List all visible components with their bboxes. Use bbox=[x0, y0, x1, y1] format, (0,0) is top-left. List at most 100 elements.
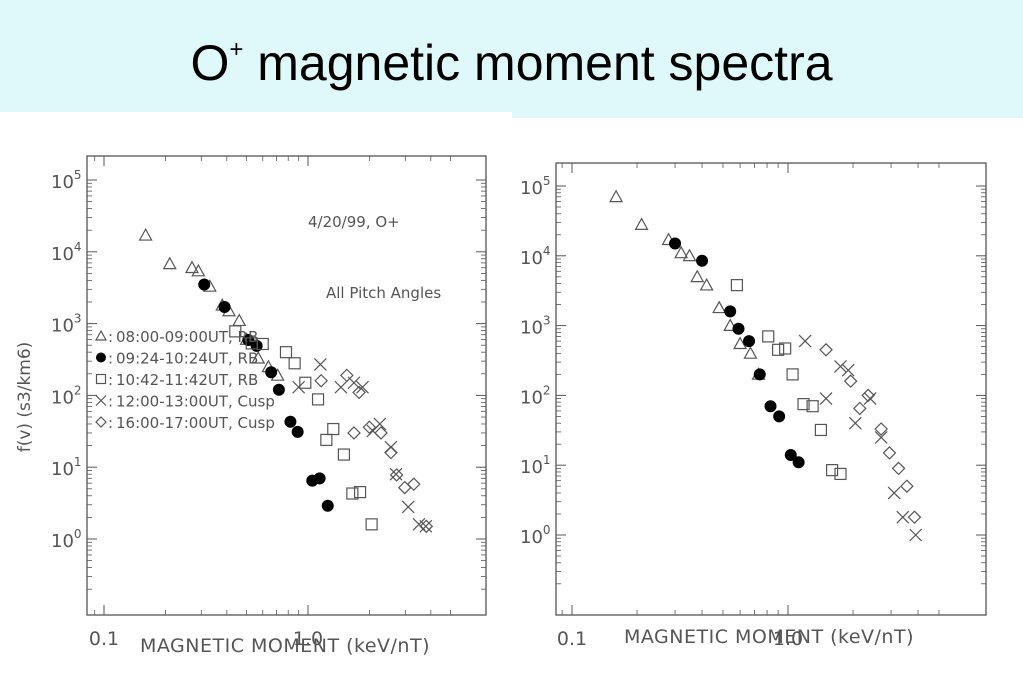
y-tick-label-base: 10 bbox=[51, 316, 74, 337]
legend-colon: : bbox=[108, 328, 113, 346]
diamond-marker bbox=[389, 468, 404, 482]
triangle-marker bbox=[682, 248, 697, 262]
diamond-marker bbox=[907, 510, 922, 525]
filled-circle-marker bbox=[753, 368, 766, 381]
filled-circle-marker bbox=[284, 415, 297, 428]
y-tick-label-exponent: 3 bbox=[543, 314, 551, 328]
x-axis-label: MAGNETIC MOMENT (keV/nT) bbox=[624, 626, 914, 648]
filled-circle-marker bbox=[732, 322, 745, 335]
filled-circle-marker bbox=[321, 499, 334, 512]
y-tick-label: 105 bbox=[520, 174, 551, 199]
filled-circle-marker bbox=[669, 237, 682, 250]
triangle-marker bbox=[674, 245, 689, 259]
triangle-marker bbox=[712, 300, 727, 314]
y-tick-label-exponent: 3 bbox=[74, 312, 82, 326]
y-tick-label: 104 bbox=[520, 244, 551, 269]
filled-circle-marker bbox=[784, 449, 797, 462]
diamond-marker bbox=[362, 420, 377, 435]
triangle-marker bbox=[733, 336, 748, 350]
square-marker bbox=[346, 487, 359, 500]
square-marker bbox=[327, 422, 340, 436]
x-marker bbox=[874, 430, 888, 444]
square-marker bbox=[320, 433, 333, 447]
y-tick-label-base: 10 bbox=[520, 527, 543, 548]
y-tick-label: 103 bbox=[520, 314, 551, 339]
diamond-marker bbox=[339, 368, 354, 383]
legend-colon: : bbox=[108, 371, 113, 389]
square-marker bbox=[337, 448, 351, 461]
legend-colon: : bbox=[108, 350, 113, 368]
x-marker bbox=[334, 380, 348, 394]
square-marker bbox=[814, 423, 827, 437]
square-marker bbox=[299, 376, 312, 389]
x-marker bbox=[887, 486, 901, 500]
x-tick-label: 0.1 bbox=[557, 628, 587, 650]
diamond-marker bbox=[852, 401, 867, 416]
diamond-marker bbox=[819, 342, 833, 357]
diamond-marker bbox=[843, 374, 858, 389]
filled-circle-marker bbox=[265, 366, 278, 379]
filled-circle-marker bbox=[96, 352, 106, 363]
triangle-marker bbox=[690, 269, 705, 283]
x-marker bbox=[909, 528, 923, 542]
filled-circle-marker bbox=[313, 472, 326, 485]
square-marker bbox=[353, 485, 367, 499]
y-tick-label-base: 10 bbox=[51, 459, 74, 480]
y-tick-label-base: 10 bbox=[51, 531, 74, 552]
filled-circle-marker bbox=[291, 425, 304, 438]
x-marker bbox=[373, 417, 387, 431]
square-marker bbox=[95, 373, 107, 385]
diamond-marker bbox=[384, 445, 398, 460]
y-tick-label: 100 bbox=[520, 523, 551, 548]
y-tick-label-base: 10 bbox=[520, 248, 543, 269]
x-marker bbox=[313, 358, 327, 371]
x-marker bbox=[292, 380, 306, 394]
square-marker bbox=[834, 467, 847, 481]
y-tick-label-base: 10 bbox=[51, 244, 74, 265]
diamond-marker bbox=[95, 416, 107, 428]
y-tick-label: 104 bbox=[51, 240, 82, 265]
square-marker bbox=[806, 400, 819, 413]
triangle-marker bbox=[699, 277, 714, 291]
square-marker bbox=[256, 337, 269, 351]
filled-circle-marker bbox=[792, 456, 805, 469]
y-tick-label-exponent: 4 bbox=[543, 244, 551, 258]
y-tick-label-base: 10 bbox=[520, 387, 543, 408]
page-title: O+ magnetic moment spectra bbox=[190, 35, 833, 91]
square-marker bbox=[762, 330, 775, 343]
diamond-marker bbox=[882, 446, 897, 460]
y-tick-label-exponent: 2 bbox=[543, 383, 551, 397]
diamond-marker bbox=[352, 385, 366, 400]
diamond-marker bbox=[374, 426, 388, 440]
triangle-marker bbox=[634, 217, 649, 230]
legend-label: 12:00-13:00UT, Cusp bbox=[116, 393, 275, 411]
y-tick-label: 101 bbox=[51, 455, 82, 480]
diamond-marker bbox=[406, 477, 421, 492]
legend-colon: : bbox=[108, 414, 113, 432]
x-tick-label: 0.1 bbox=[89, 628, 119, 650]
x-marker bbox=[419, 519, 433, 533]
square-marker bbox=[779, 342, 792, 355]
y-tick-label-base: 10 bbox=[51, 387, 74, 408]
x-tick-label: 1.0 bbox=[773, 628, 803, 650]
pitch-angle-annotation: All Pitch Angles bbox=[326, 284, 441, 302]
filled-circle-marker bbox=[218, 301, 231, 314]
square-marker bbox=[365, 518, 378, 531]
triangle-marker bbox=[94, 329, 108, 341]
y-tick-label-exponent: 5 bbox=[74, 168, 82, 182]
filled-circle-marker bbox=[272, 383, 285, 396]
y-tick-label-exponent: 1 bbox=[74, 455, 82, 469]
x-marker bbox=[819, 392, 833, 406]
square-marker bbox=[229, 325, 242, 338]
x-tick-label: 1.0 bbox=[293, 628, 323, 650]
diamond-marker bbox=[314, 373, 328, 388]
filled-circle-marker bbox=[724, 305, 737, 318]
triangle-marker bbox=[723, 318, 738, 331]
square-marker bbox=[825, 464, 839, 477]
y-tick-label-exponent: 1 bbox=[543, 453, 551, 467]
square-marker bbox=[797, 398, 810, 411]
title-band bbox=[0, 0, 1023, 118]
triangle-marker bbox=[743, 346, 758, 359]
